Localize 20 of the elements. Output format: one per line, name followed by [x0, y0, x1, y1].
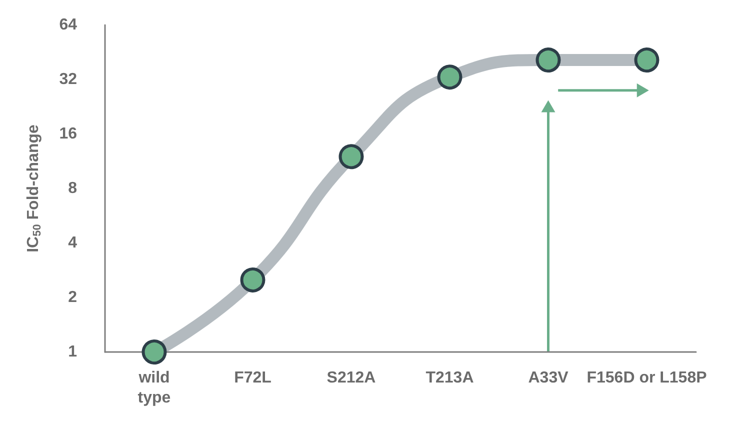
x-tick-label: T213A — [426, 370, 474, 386]
y-axis-title: IC50 Fold-change — [25, 124, 44, 252]
x-tick-label: F72L — [234, 370, 272, 386]
y-tick-label: 16 — [59, 126, 78, 142]
x-tick-label: F156D or L158P — [586, 370, 708, 386]
y-tick-label: 2 — [68, 289, 78, 306]
x-tick-label: S212A — [326, 370, 376, 386]
point — [634, 48, 660, 73]
x-tick-label: A33V — [528, 370, 569, 386]
point — [437, 64, 462, 90]
y-tick-label: 4 — [68, 234, 78, 252]
point — [338, 144, 364, 170]
y-tick-label: 64 — [59, 16, 78, 34]
point — [142, 340, 167, 364]
x-tick-label: wild type — [138, 370, 171, 406]
y-tick-label: 1 — [68, 344, 78, 360]
y-tick-label: 32 — [59, 71, 78, 88]
point — [240, 267, 266, 292]
y-tick-label: 8 — [68, 180, 78, 197]
point — [536, 48, 561, 73]
